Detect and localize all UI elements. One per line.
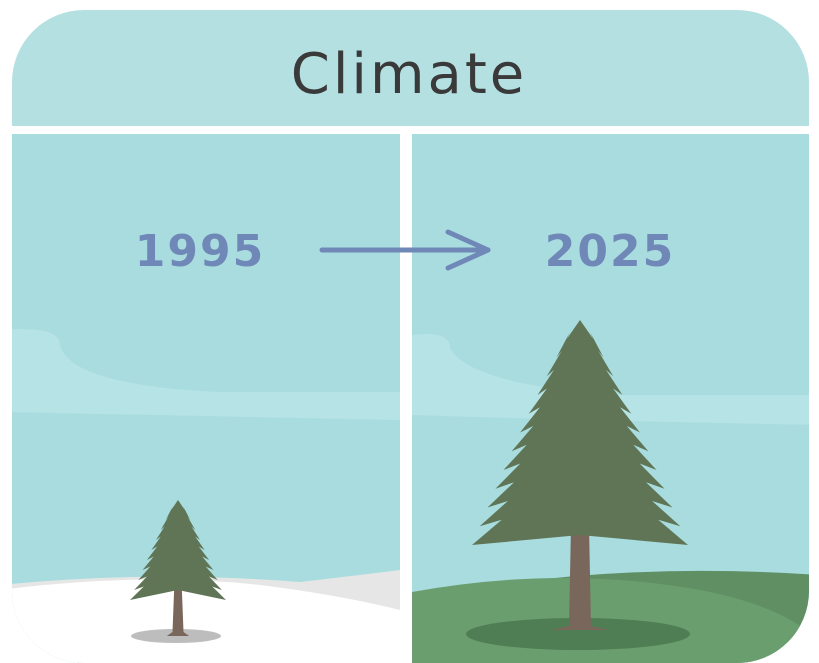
divider [0, 126, 819, 134]
title: Climate [291, 42, 528, 107]
page: Climate 1995 2025 (() => { const data = … [0, 0, 819, 663]
illustration: Climate 1995 2025 [0, 0, 819, 663]
year-label: 1995 [135, 226, 265, 277]
panel-divider [400, 134, 412, 663]
year-label: 2025 [545, 226, 675, 277]
